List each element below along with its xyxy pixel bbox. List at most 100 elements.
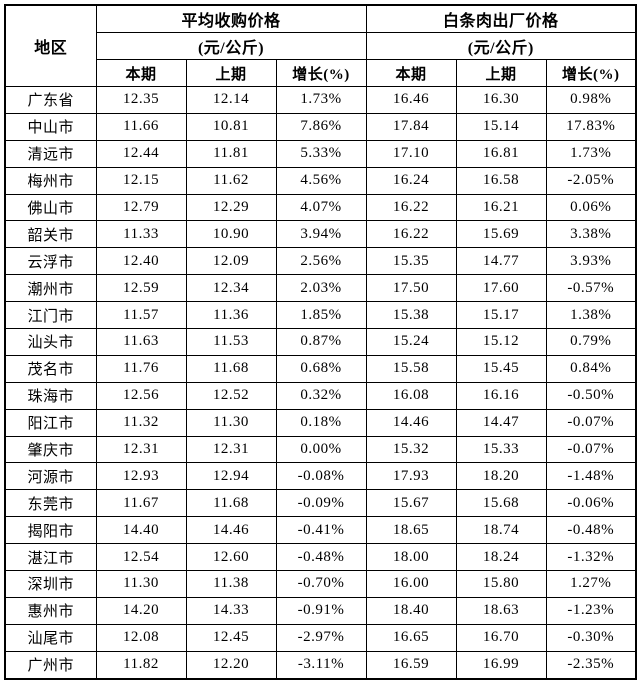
value-cell: 11.33 [95, 220, 187, 249]
table-row: 湛江市 12.54 12.60 -0.48% 18.00 18.24 -1.32% [4, 543, 637, 572]
value-cell: 18.40 [365, 596, 457, 625]
value-cell: 17.84 [365, 112, 457, 141]
value-cell: 10.90 [185, 220, 277, 249]
value-cell: 15.35 [365, 247, 457, 276]
value-cell: -0.07% [545, 408, 637, 437]
value-cell: -0.06% [545, 489, 637, 518]
value-cell: -0.30% [545, 623, 637, 652]
value-cell: 12.79 [95, 193, 187, 222]
value-cell: 12.31 [185, 435, 277, 464]
value-cell: 16.21 [455, 193, 547, 222]
table-row: 惠州市 14.20 14.33 -0.91% 18.40 18.63 -1.23% [4, 596, 637, 625]
value-cell: 11.76 [95, 354, 187, 383]
region-cell: 清远市 [4, 139, 97, 168]
value-cell: 12.20 [185, 650, 277, 680]
value-cell: 12.35 [95, 86, 187, 114]
value-cell: -0.70% [275, 570, 367, 598]
table-row: 梅州市 12.15 11.62 4.56% 16.24 16.58 -2.05% [4, 166, 637, 195]
value-cell: 1.73% [545, 139, 637, 168]
region-cell: 东莞市 [4, 489, 97, 518]
value-cell: 14.77 [455, 247, 547, 276]
table-row: 河源市 12.93 12.94 -0.08% 17.93 18.20 -1.48% [4, 462, 637, 491]
value-cell: -0.91% [275, 596, 367, 625]
value-cell: -2.05% [545, 166, 637, 195]
table-row: 东莞市 11.67 11.68 -0.09% 15.67 15.68 -0.06% [4, 489, 637, 518]
subheader-previous-period-1: 上期 [185, 59, 277, 87]
value-cell: 16.22 [365, 193, 457, 222]
region-cell: 深圳市 [4, 570, 97, 598]
header-group-avg-purchase-unit: (元/公斤) [95, 32, 367, 60]
value-cell: 15.24 [365, 328, 457, 356]
table-row: 江门市 11.57 11.36 1.85% 15.38 15.17 1.38% [4, 301, 637, 330]
value-cell: 0.68% [275, 354, 367, 383]
value-cell: 2.03% [275, 274, 367, 303]
value-cell: 15.32 [365, 435, 457, 464]
value-cell: 16.30 [455, 86, 547, 114]
region-cell: 河源市 [4, 462, 97, 491]
header-group-avg-purchase-title: 平均收购价格 [95, 4, 367, 33]
table-body: 广东省 12.35 12.14 1.73% 16.46 16.30 0.98% 中山市 11.6… [4, 86, 637, 680]
value-cell: 12.40 [95, 247, 187, 276]
value-cell: 12.29 [185, 193, 277, 222]
value-cell: 0.32% [275, 381, 367, 410]
value-cell: 12.15 [95, 166, 187, 195]
header-row-titles: 地区 平均收购价格 白条肉出厂价格 [4, 4, 637, 87]
value-cell: 12.54 [95, 543, 187, 572]
table-row: 广州市 11.82 12.20 -3.11% 16.59 16.99 -2.35% [4, 650, 637, 680]
value-cell: -0.41% [275, 516, 367, 545]
value-cell: 15.68 [455, 489, 547, 518]
value-cell: 12.59 [95, 274, 187, 303]
value-cell: 4.56% [275, 166, 367, 195]
table-row: 清远市 12.44 11.81 5.33% 17.10 16.81 1.73% [4, 139, 637, 168]
region-cell: 汕尾市 [4, 623, 97, 652]
value-cell: 12.45 [185, 623, 277, 652]
value-cell: 12.93 [95, 462, 187, 491]
value-cell: 16.58 [455, 166, 547, 195]
value-cell: 17.50 [365, 274, 457, 303]
value-cell: -2.35% [545, 650, 637, 680]
value-cell: 14.40 [95, 516, 187, 545]
value-cell: 15.58 [365, 354, 457, 383]
region-cell: 广东省 [4, 86, 97, 114]
value-cell: 11.63 [95, 328, 187, 356]
table-row: 肇庆市 12.31 12.31 0.00% 15.32 15.33 -0.07% [4, 435, 637, 464]
value-cell: -1.32% [545, 543, 637, 572]
value-cell: 11.67 [95, 489, 187, 518]
value-cell: 14.46 [185, 516, 277, 545]
value-cell: 18.65 [365, 516, 457, 545]
value-cell: 12.34 [185, 274, 277, 303]
table-row: 潮州市 12.59 12.34 2.03% 17.50 17.60 -0.57% [4, 274, 637, 303]
region-cell: 中山市 [4, 112, 97, 141]
header-group-carcass-exfactory-title: 白条肉出厂价格 [365, 4, 637, 33]
value-cell: -0.50% [545, 381, 637, 410]
subheader-current-period-1: 本期 [95, 59, 187, 87]
value-cell: -0.08% [275, 462, 367, 491]
header-row-units: (元/公斤) (元/公斤) [5, 32, 637, 60]
region-cell: 茂名市 [4, 354, 97, 383]
value-cell: 18.63 [455, 596, 547, 625]
value-cell: 3.38% [545, 220, 637, 249]
value-cell: 17.93 [365, 462, 457, 491]
value-cell: 12.94 [185, 462, 277, 491]
value-cell: 15.67 [365, 489, 457, 518]
table-row: 深圳市 11.30 11.38 -0.70% 16.00 15.80 1.27% [4, 570, 637, 598]
value-cell: 3.93% [545, 247, 637, 276]
value-cell: 11.38 [185, 570, 277, 598]
region-cell: 揭阳市 [4, 516, 97, 545]
value-cell: 16.46 [365, 86, 457, 114]
value-cell: 0.87% [275, 328, 367, 356]
region-cell: 阳江市 [4, 408, 97, 437]
value-cell: 11.53 [185, 328, 277, 356]
value-cell: 12.56 [95, 381, 187, 410]
value-cell: 12.14 [185, 86, 277, 114]
table-header: 地区 平均收购价格 白条肉出厂价格 (元/公斤) (元/公斤) 本期 上期 增长… [4, 4, 637, 87]
table-row: 中山市 11.66 10.81 7.86% 17.84 15.14 17.83% [4, 112, 637, 141]
value-cell: 17.83% [545, 112, 637, 141]
value-cell: 11.57 [95, 301, 187, 330]
region-cell: 惠州市 [4, 596, 97, 625]
table-row: 广东省 12.35 12.14 1.73% 16.46 16.30 0.98% [4, 86, 637, 114]
table-row: 阳江市 11.32 11.30 0.18% 14.46 14.47 -0.07% [4, 408, 637, 437]
value-cell: 11.36 [185, 301, 277, 330]
value-cell: 0.06% [545, 193, 637, 222]
value-cell: 14.20 [95, 596, 187, 625]
